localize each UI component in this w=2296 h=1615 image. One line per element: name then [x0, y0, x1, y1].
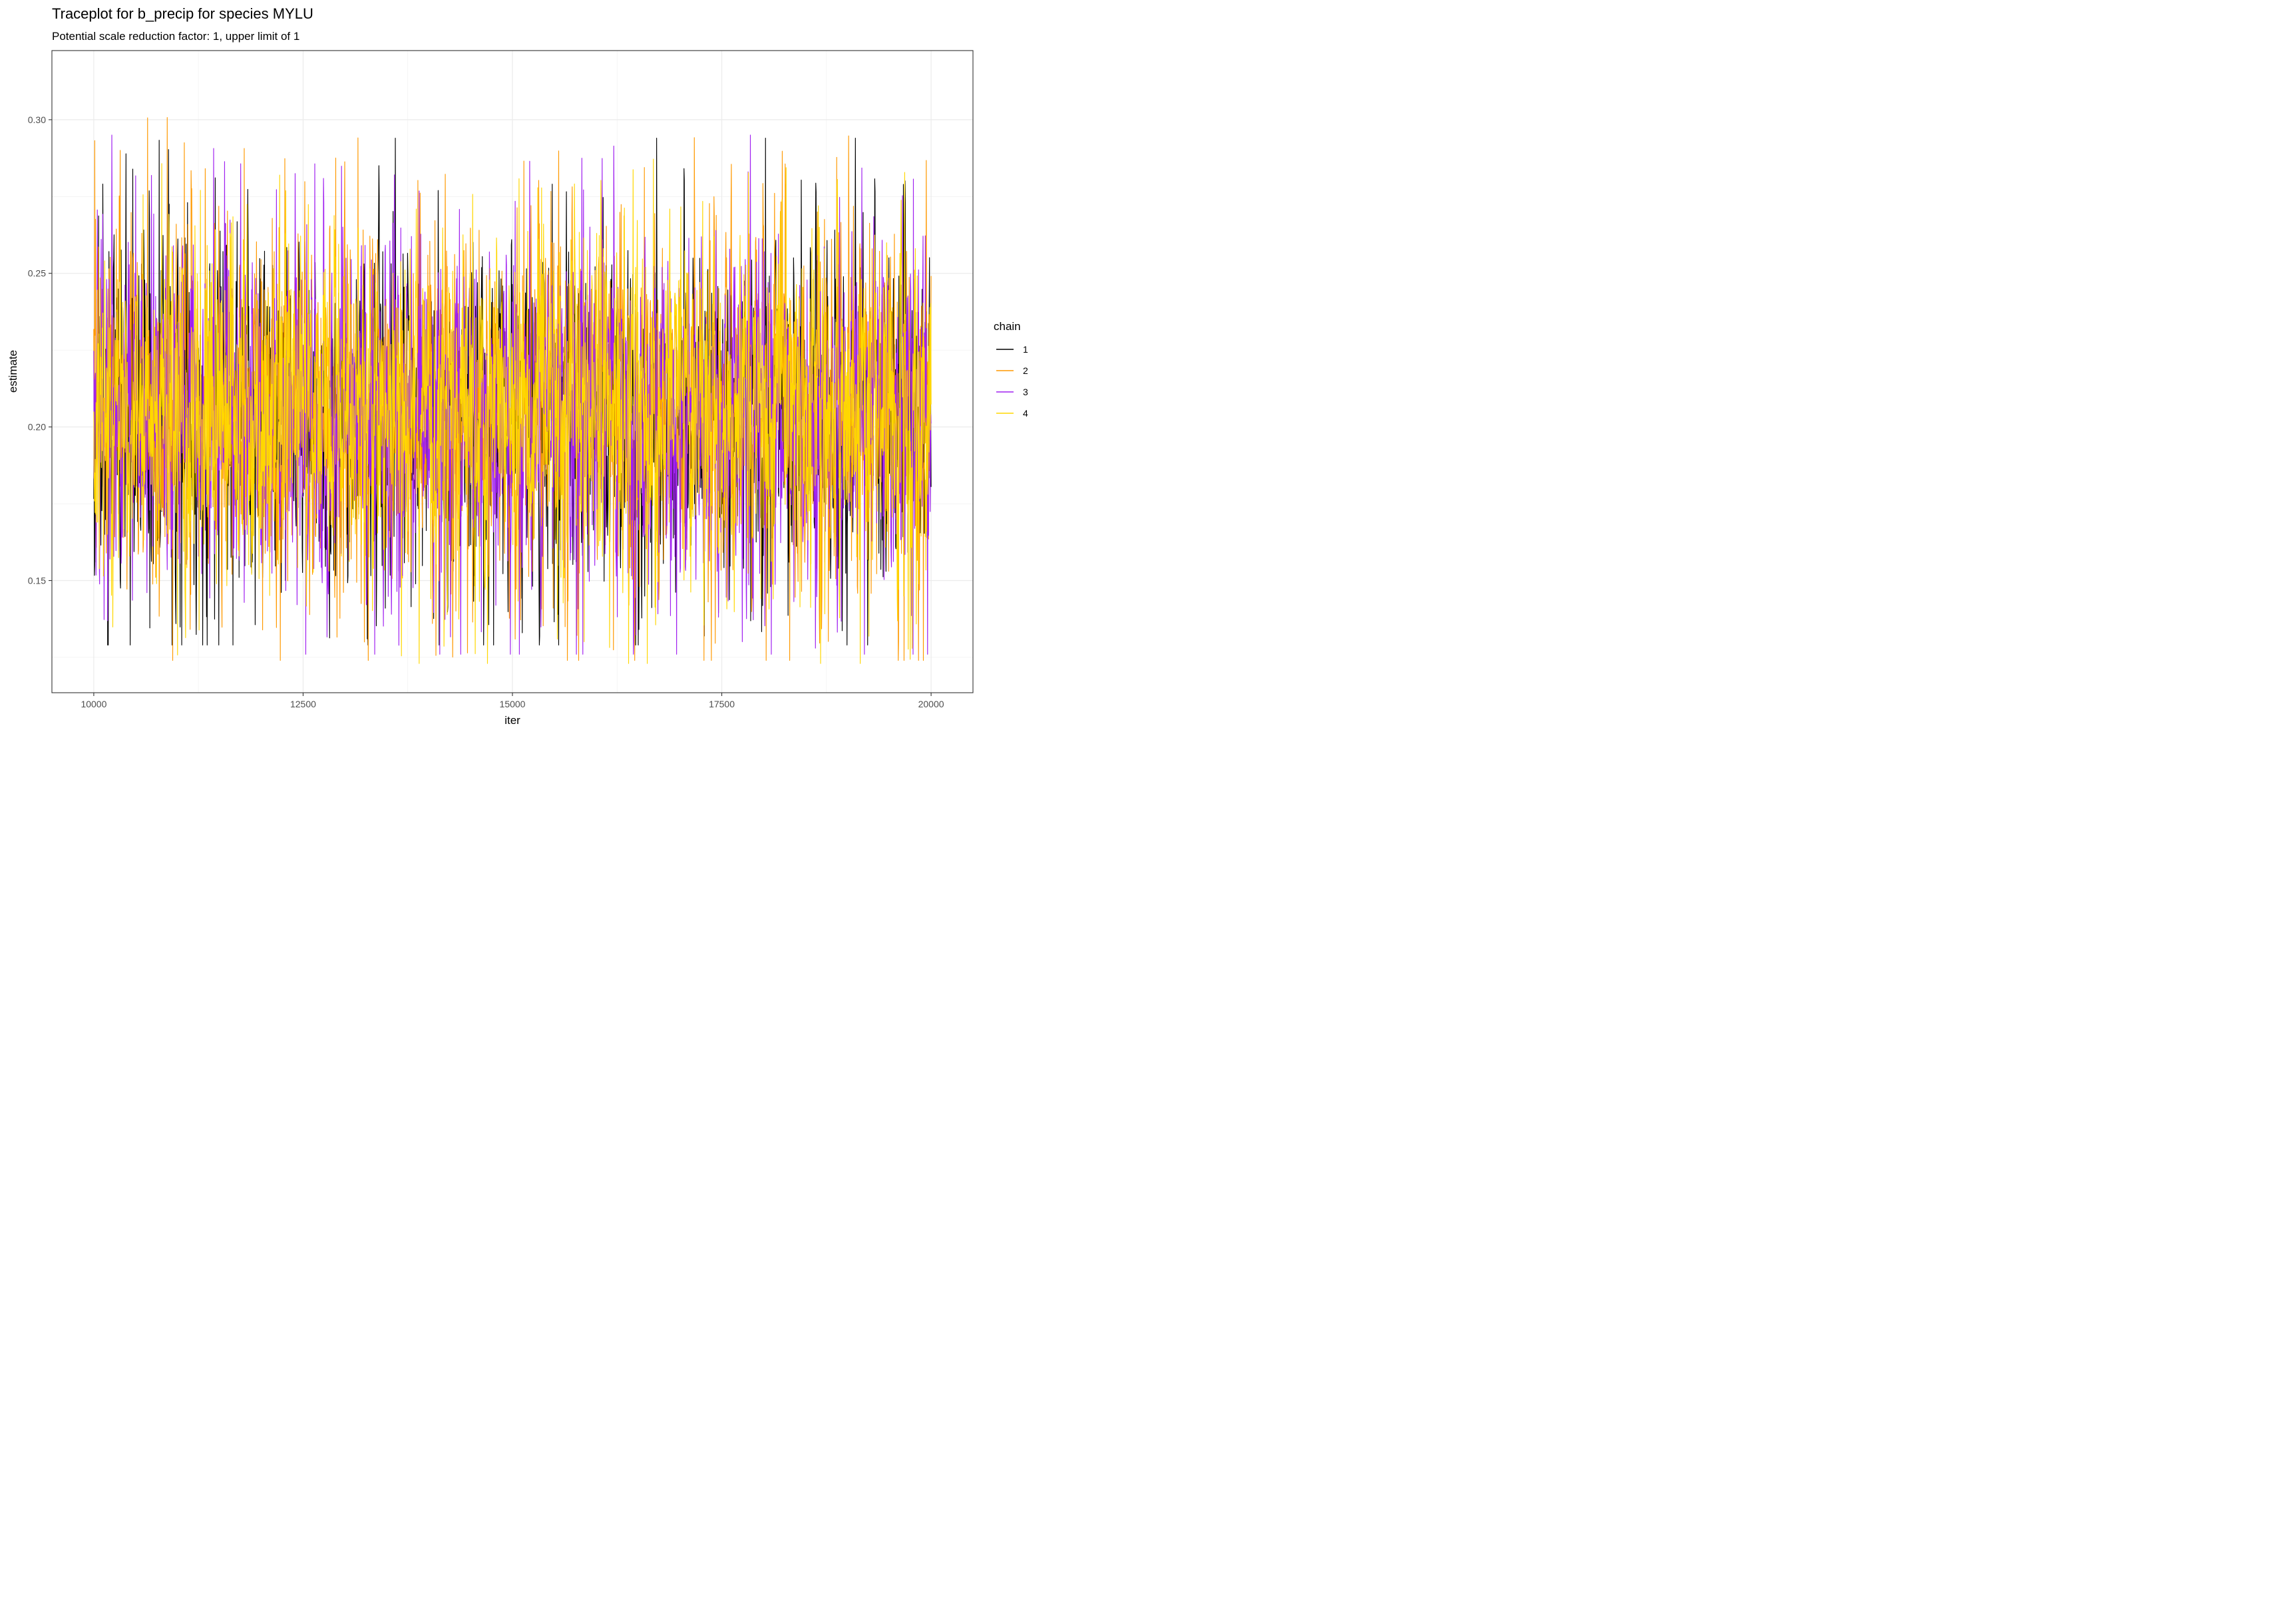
x-tick-label: 10000	[81, 699, 106, 709]
y-tick-label: 0.30	[28, 114, 46, 125]
y-tick-label: 0.15	[28, 575, 46, 586]
x-tick-label: 17500	[709, 699, 735, 709]
legend-label-chain-3: 3	[1023, 387, 1028, 397]
chart-subtitle: Potential scale reduction factor: 1, upp…	[52, 30, 299, 43]
x-axis: 10000 12500 15000 17500 20000	[81, 693, 944, 709]
x-tick-label: 15000	[500, 699, 526, 709]
legend: chain 1 2 3 4	[994, 320, 1028, 419]
legend-label-chain-2: 2	[1023, 365, 1028, 376]
legend-items: 1 2 3 4	[996, 344, 1028, 419]
y-tick-label: 0.25	[28, 268, 46, 279]
x-tick-label: 12500	[290, 699, 316, 709]
legend-label-chain-1: 1	[1023, 344, 1028, 355]
y-axis-title: estimate	[7, 350, 19, 393]
x-tick-label: 20000	[918, 699, 944, 709]
chain-traces	[93, 117, 932, 664]
legend-title: chain	[994, 320, 1021, 333]
chain-4-trace	[93, 158, 932, 664]
y-tick-label: 0.20	[28, 422, 46, 433]
traceplot-chart: Traceplot for b_precip for species MYLU …	[7, 5, 1028, 727]
chart-title: Traceplot for b_precip for species MYLU	[52, 5, 313, 22]
x-axis-title: iter	[504, 714, 520, 727]
y-axis: 0.15 0.20 0.25 0.30	[28, 114, 52, 586]
legend-label-chain-4: 4	[1023, 408, 1028, 419]
